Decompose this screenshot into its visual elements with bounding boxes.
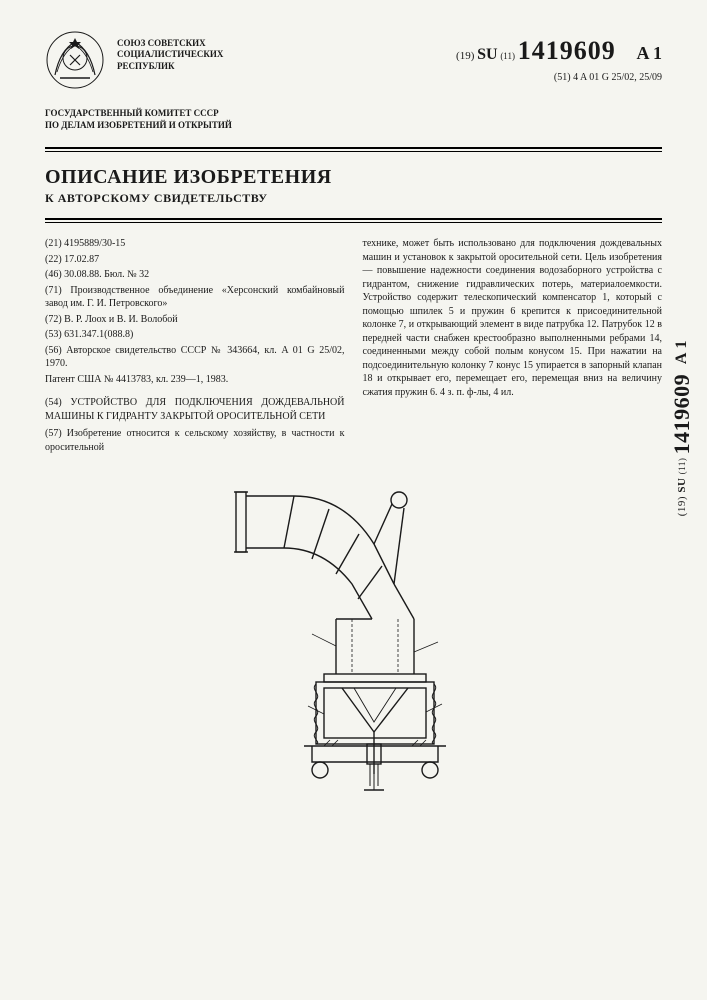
figure-area: [45, 474, 662, 809]
union-line-2: СОЦИАЛИСТИЧЕСКИХ: [117, 49, 257, 60]
kind-code: A 1: [636, 43, 662, 63]
publication-codes: (19) SU (11) 1419609 A 1 (51) 4 A 01 G 2…: [456, 30, 662, 83]
main-title: ОПИСАНИЕ ИЗОБРЕТЕНИЯ: [45, 166, 662, 189]
committee-line-2: ПО ДЕЛАМ ИЗОБРЕТЕНИЙ И ОТКРЫТИЙ: [45, 120, 662, 132]
biblio-71: (71) Производственное объединение «Херсо…: [45, 284, 345, 311]
rule-thick: [45, 147, 662, 149]
biblio-patent: Патент США № 4413783, кл. 239—1, 1983.: [45, 373, 345, 387]
side-country-label: (19): [676, 496, 688, 516]
invention-title: (54) УСТРОЙСТВО ДЛЯ ПОДКЛЮЧЕНИЯ ДОЖДЕВАЛ…: [45, 396, 345, 423]
su-number-line: (19) SU (11) 1419609 A 1: [456, 36, 662, 66]
rule-thick-2: [45, 218, 662, 220]
country-code: SU: [477, 46, 497, 63]
header-row: СОЮЗ СОВЕТСКИХ СОЦИАЛИСТИЧЕСКИХ РЕСПУБЛИ…: [45, 30, 662, 90]
left-column: (21) 4195889/30-15 (22) 17.02.87 (46) 30…: [45, 237, 345, 456]
right-column: технике, может быть использовано для под…: [363, 237, 663, 456]
ipc-code: A 01 G 25/02, 25/09: [580, 72, 662, 83]
sub-title: К АВТОРСКОМУ СВИДЕТЕЛЬСТВУ: [45, 191, 662, 206]
committee-line-1: ГОСУДАРСТВЕННЫЙ КОМИТЕТ СССР: [45, 108, 662, 120]
union-text: СОЮЗ СОВЕТСКИХ СОЦИАЛИСТИЧЕСКИХ РЕСПУБЛИ…: [117, 30, 257, 72]
committee-block: ГОСУДАРСТВЕННЫЙ КОМИТЕТ СССР ПО ДЕЛАМ ИЗ…: [45, 108, 662, 131]
side-country-code: SU: [676, 478, 688, 493]
biblio-22: (22) 17.02.87: [45, 253, 345, 267]
side-kind-code: A 1: [673, 340, 690, 364]
biblio-46: (46) 30.08.88. Бюл. № 32: [45, 268, 345, 282]
biblio-21: (21) 4195889/30-15: [45, 237, 345, 251]
device-figure: [224, 474, 484, 804]
side-pub-label: (11): [677, 458, 687, 475]
biblio-columns: (21) 4195889/30-15 (22) 17.02.87 (46) 30…: [45, 237, 662, 456]
rule-thin: [45, 151, 662, 152]
biblio-53: (53) 631.347.1(088.8): [45, 328, 345, 342]
union-line-3: РЕСПУБЛИК: [117, 61, 257, 72]
ussr-emblem: [45, 30, 105, 90]
country-code-label: (19): [456, 50, 474, 62]
biblio-72: (72) В. Р. Лоох и В. И. Волобой: [45, 313, 345, 327]
rule-thin-2: [45, 222, 662, 223]
union-line-1: СОЮЗ СОВЕТСКИХ: [117, 38, 257, 49]
side-pub-number: 1419609: [669, 374, 694, 455]
abstract-right: технике, может быть использовано для под…: [363, 237, 663, 399]
abstract-left: (57) Изобретение относится к сельскому х…: [45, 427, 345, 454]
biblio-56: (56) Авторское свидетельство СССР № 3436…: [45, 344, 345, 371]
pub-number-label: (11): [500, 51, 515, 61]
pub-number: 1419609: [518, 36, 616, 65]
ipc-label: (51) 4: [554, 72, 578, 83]
side-publication-code: (19) SU (11) 1419609 A 1: [669, 340, 695, 516]
ipc-line: (51) 4 A 01 G 25/02, 25/09: [456, 72, 662, 83]
